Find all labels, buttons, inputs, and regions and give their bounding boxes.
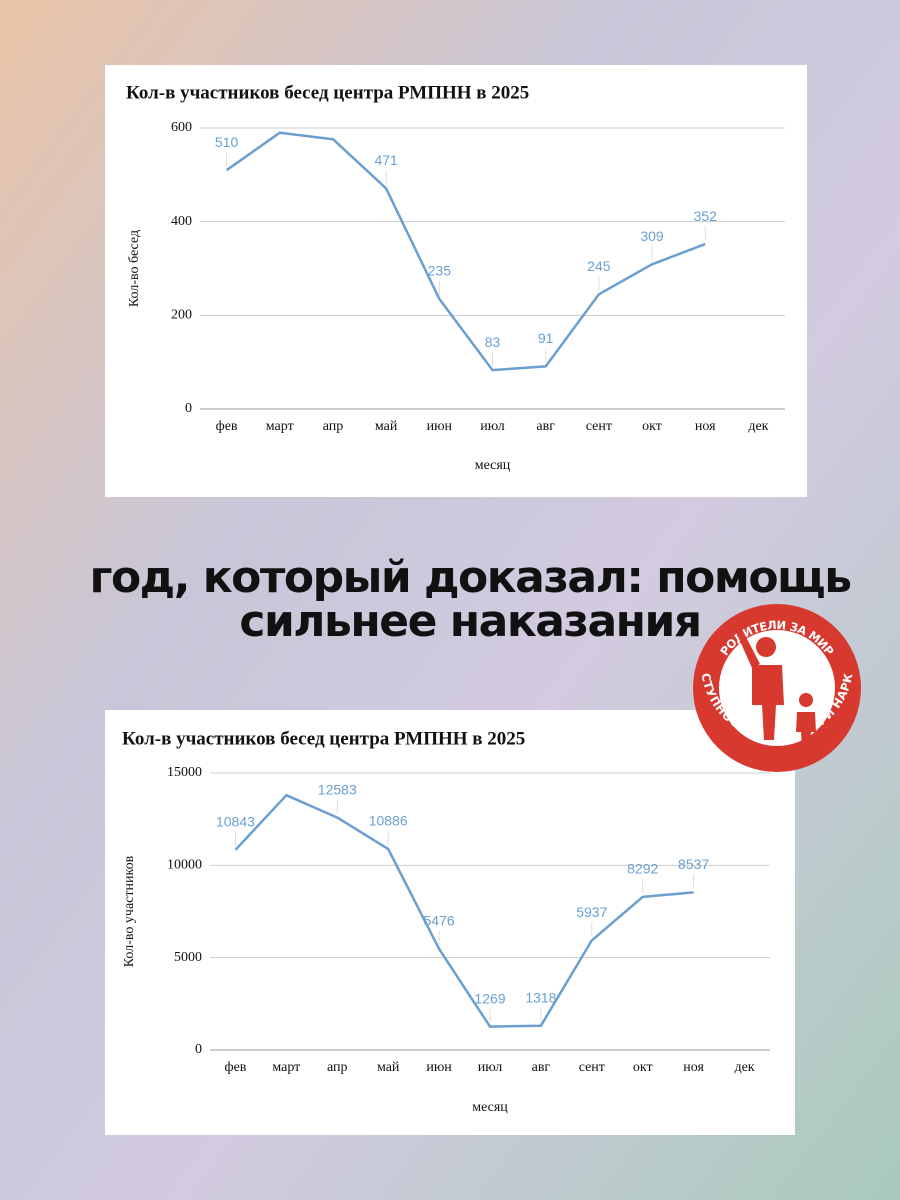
data-label: 1318 bbox=[525, 989, 556, 1005]
data-label: 10843 bbox=[216, 813, 255, 829]
x-tick-label: июн bbox=[427, 419, 453, 434]
x-axis-label: месяц bbox=[472, 1100, 508, 1115]
data-label: 235 bbox=[428, 263, 452, 279]
x-tick-label: май bbox=[377, 1060, 400, 1075]
headline: сильнее наказания bbox=[239, 596, 700, 647]
data-label: 5476 bbox=[424, 913, 455, 929]
y-axis-label: Кол-во бесед bbox=[127, 230, 142, 307]
x-tick-label: дек bbox=[734, 1060, 754, 1075]
x-axis-label: месяц bbox=[475, 458, 511, 473]
data-line bbox=[234, 793, 694, 1028]
data-label: 309 bbox=[640, 228, 664, 244]
data-label: 5937 bbox=[576, 904, 607, 920]
x-tick-label: окт bbox=[642, 419, 662, 434]
x-tick-label: июл bbox=[480, 419, 505, 434]
chart-title: Кол-в участников бесед центра РМПНН в 20… bbox=[126, 82, 529, 103]
y-tick-label: 5000 bbox=[174, 950, 202, 965]
headline: год, который доказал: помощь bbox=[89, 552, 850, 603]
logo-figures bbox=[736, 629, 816, 748]
data-line bbox=[225, 131, 706, 372]
x-tick-label: июл bbox=[478, 1060, 503, 1075]
data-label: 510 bbox=[215, 134, 239, 150]
x-tick-label: ноя bbox=[683, 1060, 704, 1075]
y-tick-label: 200 bbox=[171, 308, 192, 323]
x-tick-label: дек bbox=[748, 419, 768, 434]
chart-card bbox=[105, 65, 807, 497]
x-tick-label: ноя bbox=[695, 419, 716, 434]
chart-card bbox=[105, 710, 795, 1135]
data-label: 1269 bbox=[474, 990, 505, 1006]
y-axis-label: Кол-во участников bbox=[122, 855, 137, 967]
data-label: 245 bbox=[587, 258, 611, 274]
y-tick-label: 600 bbox=[171, 120, 192, 135]
x-tick-label: авг bbox=[532, 1060, 551, 1075]
data-label: 83 bbox=[485, 334, 501, 350]
data-label: 471 bbox=[374, 152, 398, 168]
x-tick-label: май bbox=[375, 419, 398, 434]
x-tick-label: июн bbox=[426, 1060, 452, 1075]
x-tick-label: сент bbox=[579, 1060, 605, 1075]
y-tick-label: 0 bbox=[185, 401, 192, 416]
x-tick-label: апр bbox=[323, 419, 344, 434]
chart-title: Кол-в участников бесед центра РМПНН в 20… bbox=[122, 728, 525, 749]
x-tick-label: март bbox=[266, 419, 294, 434]
data-label: 91 bbox=[538, 330, 554, 346]
data-label: 8292 bbox=[627, 861, 658, 877]
y-tick-label: 15000 bbox=[167, 765, 202, 780]
data-label: 352 bbox=[694, 208, 718, 224]
x-tick-label: сент bbox=[586, 419, 612, 434]
data-label: 8537 bbox=[678, 856, 709, 872]
data-label: 12583 bbox=[318, 781, 357, 797]
x-tick-label: фев bbox=[225, 1060, 247, 1075]
y-tick-label: 10000 bbox=[167, 858, 202, 873]
x-tick-label: авг bbox=[536, 419, 555, 434]
x-tick-label: март bbox=[272, 1060, 300, 1075]
x-tick-label: фев bbox=[216, 419, 238, 434]
y-tick-label: 400 bbox=[171, 214, 192, 229]
y-tick-label: 0 bbox=[195, 1042, 202, 1057]
data-label: 10886 bbox=[369, 813, 408, 829]
x-tick-label: апр bbox=[327, 1060, 348, 1075]
x-tick-label: окт bbox=[633, 1060, 653, 1075]
